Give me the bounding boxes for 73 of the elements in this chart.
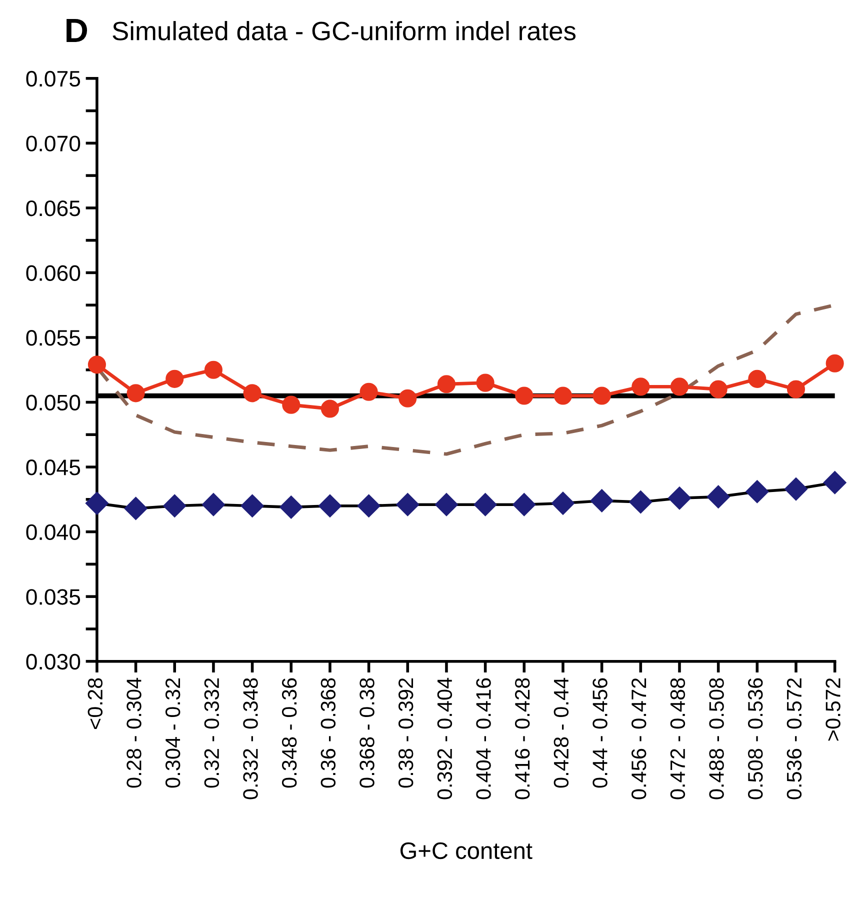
point xyxy=(784,478,808,501)
point xyxy=(629,490,652,514)
point xyxy=(786,380,806,398)
point xyxy=(551,492,574,515)
y-tick-label: 0.075 xyxy=(26,70,80,87)
point xyxy=(85,492,108,515)
point xyxy=(590,489,614,512)
point xyxy=(826,354,844,372)
x-tick-label: 0.44 - 0.456 xyxy=(592,678,608,788)
x-tick-label: >0.572 xyxy=(826,678,840,741)
point xyxy=(670,378,689,396)
point xyxy=(88,356,106,374)
x-tick-label: 0.472 - 0.488 xyxy=(670,678,686,800)
x-tick-label: 0.32 - 0.332 xyxy=(204,678,220,788)
point xyxy=(280,496,303,519)
x-tick-label: 0.508 - 0.536 xyxy=(748,678,763,800)
x-axis-title: G+C content xyxy=(400,842,532,860)
point xyxy=(706,485,730,508)
text: D xyxy=(66,19,88,42)
point xyxy=(318,494,342,518)
point xyxy=(202,493,225,516)
point xyxy=(163,494,186,518)
point xyxy=(554,386,572,405)
x-tick-label: 0.304 - 0.32 xyxy=(165,678,180,788)
point xyxy=(823,471,846,494)
point xyxy=(632,378,650,396)
y-tick-label: 0.065 xyxy=(26,200,80,216)
point xyxy=(434,493,458,516)
point xyxy=(474,493,497,516)
x-tick-label: 0.38 - 0.392 xyxy=(398,678,414,788)
y-tick-label: 0.055 xyxy=(26,330,80,346)
point xyxy=(360,382,378,401)
x-tick-label: 0.348 - 0.36 xyxy=(282,678,297,788)
y-tick-label: 0.030 xyxy=(26,654,80,670)
point xyxy=(357,494,380,518)
point xyxy=(320,400,339,418)
point xyxy=(515,386,534,405)
point xyxy=(243,384,262,402)
point xyxy=(124,496,148,520)
y-tick-label: 0.035 xyxy=(26,589,80,605)
x-tick-label: 0.368 - 0.38 xyxy=(360,678,374,788)
point xyxy=(668,486,691,510)
point xyxy=(476,374,494,392)
x-tick-label: 0.416 - 0.428 xyxy=(514,678,530,800)
point xyxy=(126,384,145,402)
y-tick-label: 0.045 xyxy=(26,460,80,476)
x-tick-label: 0.456 - 0.472 xyxy=(631,678,646,800)
point xyxy=(748,370,766,388)
y-tick-label: 0.040 xyxy=(26,524,80,540)
x-tick-label: 0.28 - 0.304 xyxy=(126,678,142,788)
point xyxy=(396,493,420,516)
point xyxy=(204,360,222,379)
x-tick-label: <0.28 xyxy=(88,678,103,729)
point xyxy=(512,493,536,516)
x-tick-label: 0.488 - 0.508 xyxy=(709,678,724,800)
y-tick-label: 0.060 xyxy=(26,265,80,281)
y-tick-label: 0.070 xyxy=(26,136,80,152)
point xyxy=(709,380,728,398)
chart-title: Simulated data - GC-uniform indel rates xyxy=(112,21,576,40)
x-tick-label: 0.428 - 0.44 xyxy=(554,678,569,788)
point xyxy=(592,386,611,405)
point xyxy=(746,480,769,504)
point xyxy=(166,370,184,388)
point xyxy=(398,389,417,408)
x-tick-label: 0.392 - 0.404 xyxy=(437,678,452,800)
x-tick-label: 0.332 - 0.348 xyxy=(243,678,258,800)
y-tick-label: 0.050 xyxy=(26,394,80,411)
point xyxy=(240,494,264,518)
x-tick-label: 0.36 - 0.368 xyxy=(320,678,336,788)
point xyxy=(282,396,300,414)
x-tick-label: 0.404 - 0.416 xyxy=(476,678,491,800)
point xyxy=(437,375,456,394)
x-tick-label: 0.536 - 0.572 xyxy=(786,678,802,800)
